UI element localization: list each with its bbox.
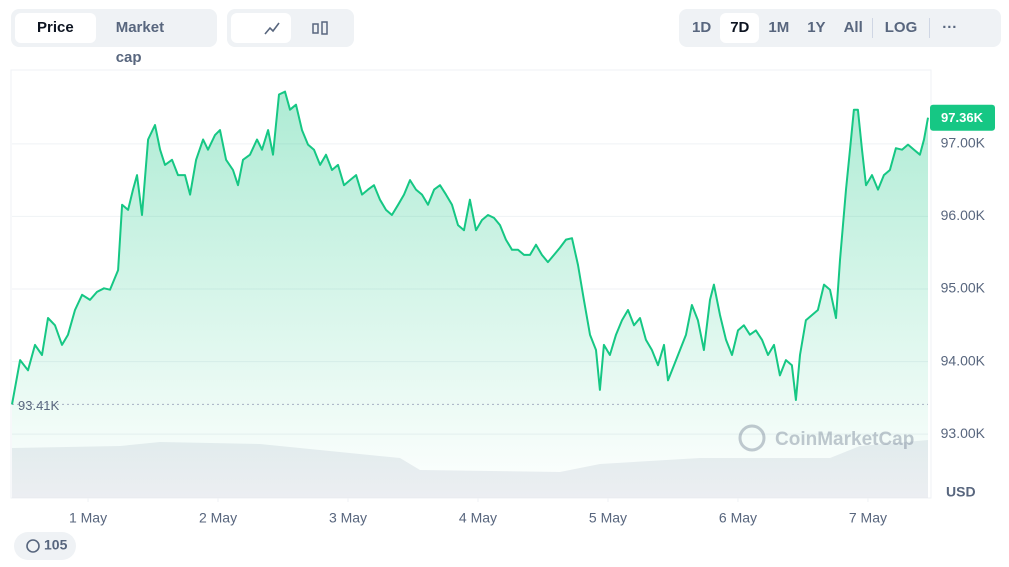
watermark-logo — [738, 424, 766, 452]
history-icon — [26, 539, 40, 553]
range-button[interactable]: 1Y — [807, 19, 826, 36]
range-switch: 1D 7D 1M 1Y All LOG ··· — [679, 9, 1001, 47]
range-button[interactable]: 1D — [692, 19, 712, 36]
y-axis-label: USD — [946, 484, 976, 500]
y-tick-label: 95.00K — [941, 280, 986, 296]
price-line — [11, 90, 929, 405]
divider — [929, 18, 931, 38]
current-price-box — [930, 104, 995, 131]
icon-stroke — [264, 22, 280, 35]
volume-area — [12, 440, 928, 498]
more-button[interactable]: ··· — [942, 19, 958, 36]
plot-frame — [10, 69, 932, 499]
x-tick-label: 1 May — [69, 510, 107, 526]
log-button[interactable]: LOG — [884, 19, 918, 36]
watermark: CoinMarketCap — [738, 424, 914, 452]
candle-icon — [312, 21, 328, 35]
chart-style-switch — [227, 9, 354, 47]
y-tick-label: 96.00K — [941, 207, 986, 223]
range-button[interactable]: 7D — [720, 13, 760, 43]
y-tick-label: 93.00K — [941, 425, 986, 441]
icon-stroke — [321, 21, 328, 35]
view-tab[interactable]: Market cap — [115, 19, 165, 66]
current-price-label: 97.36K — [941, 110, 984, 125]
watermark-text: CoinMarketCap — [775, 429, 914, 450]
x-tick-label: 5 May — [589, 510, 627, 526]
y-tick-label: 94.00K — [941, 352, 986, 368]
view-switch: Price Market cap — [11, 9, 217, 66]
comments-badge[interactable] — [14, 532, 76, 560]
divider — [871, 18, 873, 38]
comments-count: 105 — [44, 537, 68, 553]
view-tab[interactable]: Price — [15, 13, 96, 43]
x-tick-label: 2 May — [199, 510, 237, 526]
icon-stroke — [312, 23, 319, 34]
range-button[interactable]: 1M — [768, 19, 790, 36]
line-icon — [264, 22, 280, 35]
x-tick-label: 4 May — [459, 510, 497, 526]
price-area — [12, 91, 928, 498]
x-tick-label: 7 May — [849, 510, 887, 526]
line-style-button[interactable] — [231, 13, 291, 43]
x-tick-label: 3 May — [329, 510, 367, 526]
candle-style-button[interactable] — [291, 13, 351, 43]
chart-layer: 93.00K 94.00K 95.00K 96.00K 97.00K 1 May 2 May… — [11, 90, 995, 526]
range-button[interactable]: All — [843, 19, 863, 36]
x-tick-label: 6 May — [719, 510, 757, 526]
reference-label: 93.41K — [18, 398, 60, 413]
y-tick-label: 97.00K — [941, 135, 986, 151]
